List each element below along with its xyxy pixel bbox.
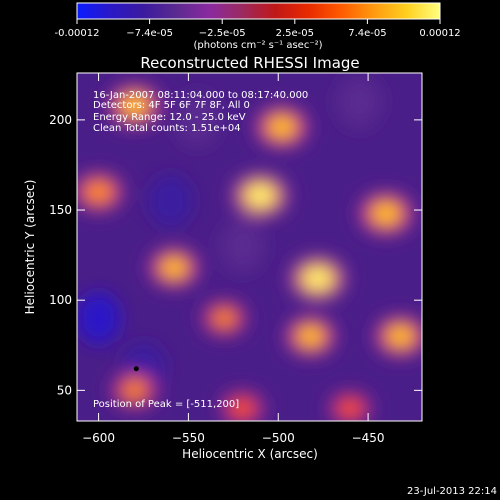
x-axis-label: Heliocentric X (arcsec) — [182, 447, 318, 461]
colorbar-tick-label: -0.00012 — [55, 28, 100, 39]
annotations: 16-Jan-2007 08:11:04.000 to 08:17:40.000… — [93, 90, 308, 410]
bright-source-core — [305, 268, 331, 289]
bright-source-core — [124, 381, 145, 399]
x-tick-label: −500 — [262, 431, 295, 445]
footer-date: 23-Jul-2013 22:14 — [407, 486, 497, 497]
bright-source-core — [214, 309, 235, 327]
dim-region — [337, 75, 382, 128]
colorbar-tick-marks — [76, 19, 441, 24]
minimum-marker — [133, 366, 139, 372]
bright-source-core — [163, 258, 186, 278]
x-tick-label: −600 — [82, 431, 115, 445]
bright-source-core — [232, 400, 252, 417]
bright-source-core — [270, 117, 294, 137]
image-area — [77, 73, 422, 421]
colorbar-unit: (photons cm⁻² s⁻¹ asec⁻²) — [193, 40, 322, 51]
x-tick-label: −550 — [172, 431, 205, 445]
bright-source-core — [340, 400, 360, 417]
colorbar-tick-label: −2.5e-05 — [199, 28, 246, 39]
annotation-clean: Clean Total counts: 1.51e+04 — [93, 123, 241, 134]
bright-source-core — [374, 203, 399, 224]
markers — [133, 366, 139, 372]
annotation-energy: Energy Range: 12.0 - 25.0 keV — [93, 112, 246, 123]
x-axis: −600 −550 −500 −450 — [82, 73, 385, 445]
x-tick-label: −450 — [352, 431, 385, 445]
intensity-blobs — [77, 75, 422, 421]
colorbar-strip — [76, 2, 441, 20]
y-tick-label: 150 — [49, 203, 72, 217]
annotation-detectors: Detectors: 4F 5F 6F 7F 8F, All 0 — [93, 100, 250, 111]
dim-region — [77, 292, 121, 345]
bright-source-core — [299, 326, 322, 346]
y-tick-label: 100 — [49, 293, 72, 307]
annotation-time-range: 16-Jan-2007 08:11:04.000 to 08:17:40.000 — [93, 90, 308, 101]
y-tick-label: 50 — [57, 383, 72, 397]
colorbar-tick-label: −7.4e-05 — [126, 28, 173, 39]
colorbar-tick-label: 7.4e-05 — [348, 28, 386, 39]
annotation-peak: Position of Peak = [-511,200] — [93, 399, 239, 410]
y-tick-label: 200 — [49, 113, 72, 127]
colorbar-tick-label: 0.00012 — [419, 28, 460, 39]
colorbar-tick-labels: -0.00012 −7.4e-05 −2.5e-05 2.5e-05 7.4e-05 0.… — [55, 28, 461, 39]
y-axis-label: Heliocentric Y (arcsec) — [23, 180, 37, 315]
bright-source-core — [122, 95, 147, 116]
dim-region — [148, 175, 193, 228]
y-axis: 50 100 150 200 — [49, 113, 422, 397]
colorbar-tick-label: 2.5e-05 — [276, 28, 314, 39]
bright-source-core — [87, 182, 110, 202]
colorbar: -0.00012 −7.4e-05 −2.5e-05 2.5e-05 7.4e-05 0.… — [55, 2, 461, 51]
dim-region — [175, 93, 220, 146]
bright-source-core — [389, 326, 412, 346]
chart-title: Reconstructed RHESSI Image — [140, 54, 359, 72]
plot-frame — [76, 72, 423, 422]
dim-region — [220, 220, 265, 273]
bright-source-core — [247, 185, 273, 206]
